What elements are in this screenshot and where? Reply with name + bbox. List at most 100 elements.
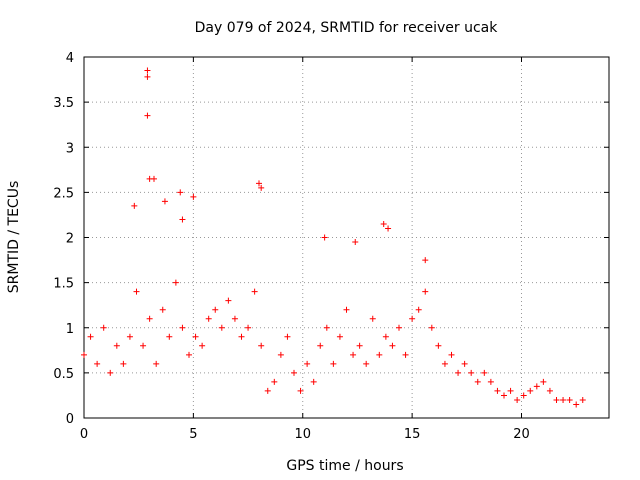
data-point xyxy=(455,369,462,376)
y-tick-label: 2 xyxy=(66,232,74,247)
data-point xyxy=(131,202,138,209)
x-tick-label: 15 xyxy=(404,427,421,442)
data-points xyxy=(81,67,586,408)
data-point xyxy=(487,378,494,385)
data-point xyxy=(144,73,151,80)
data-point xyxy=(140,342,147,349)
data-point xyxy=(107,369,114,376)
data-point xyxy=(422,257,429,264)
data-point xyxy=(159,306,166,313)
data-point xyxy=(133,288,140,295)
y-tick-label: 0.5 xyxy=(53,367,74,382)
data-point xyxy=(310,378,317,385)
data-point xyxy=(389,342,396,349)
data-point xyxy=(297,387,304,394)
data-point xyxy=(494,387,501,394)
y-tick-label: 0 xyxy=(66,412,74,427)
data-point xyxy=(205,315,212,322)
x-tick-label: 5 xyxy=(189,427,197,442)
data-point xyxy=(435,342,442,349)
data-point xyxy=(172,279,179,286)
y-axis-label: SRMTID / TECUs xyxy=(6,181,22,294)
data-point xyxy=(212,306,219,313)
data-point xyxy=(177,189,184,196)
data-point xyxy=(441,360,448,367)
data-point xyxy=(409,315,416,322)
data-point xyxy=(258,184,265,191)
data-point xyxy=(146,315,153,322)
data-point xyxy=(540,378,547,385)
data-point xyxy=(126,333,133,340)
x-tick-label: 0 xyxy=(80,427,88,442)
y-tick-label: 1 xyxy=(66,322,74,337)
data-point xyxy=(120,360,127,367)
data-point xyxy=(514,396,521,403)
data-point xyxy=(343,306,350,313)
data-point xyxy=(225,297,232,304)
data-point xyxy=(256,180,262,187)
data-point xyxy=(277,351,284,358)
data-point xyxy=(179,324,186,331)
x-tick-label: 10 xyxy=(294,427,311,442)
data-point xyxy=(527,387,534,394)
data-point xyxy=(336,333,343,340)
axis-ticks: 0 5 10 15 20 0 0.5 1 1.5 2 2.5 3 3.5 4 xyxy=(53,51,609,442)
data-point xyxy=(553,396,560,403)
y-tick-label: 2.5 xyxy=(53,186,74,201)
data-point xyxy=(166,333,173,340)
data-point xyxy=(382,333,389,340)
data-point xyxy=(144,67,151,74)
x-axis-label: GPS time / hours xyxy=(286,458,403,474)
data-point xyxy=(350,351,357,358)
data-point xyxy=(323,324,330,331)
data-point xyxy=(369,315,376,322)
data-point xyxy=(199,342,206,349)
data-point xyxy=(161,198,168,205)
data-point xyxy=(238,333,245,340)
data-point xyxy=(533,383,540,390)
data-point xyxy=(317,342,324,349)
data-point xyxy=(100,324,107,331)
data-point xyxy=(448,351,455,358)
data-point xyxy=(330,360,337,367)
y-tick-label: 1.5 xyxy=(53,277,74,292)
data-point xyxy=(304,360,311,367)
y-tick-label: 4 xyxy=(66,51,74,66)
data-point xyxy=(363,360,370,367)
data-point xyxy=(231,315,238,322)
data-point xyxy=(402,351,409,358)
data-point xyxy=(251,288,258,295)
data-point xyxy=(573,401,580,408)
data-point xyxy=(258,342,265,349)
data-point xyxy=(474,378,481,385)
data-point xyxy=(151,175,157,182)
data-point xyxy=(579,396,586,403)
data-point xyxy=(113,342,120,349)
data-point xyxy=(428,324,435,331)
data-point xyxy=(87,333,94,340)
data-point xyxy=(468,369,475,376)
data-point xyxy=(192,333,199,340)
data-point xyxy=(481,369,488,376)
data-point xyxy=(321,234,328,241)
data-point xyxy=(546,387,553,394)
data-point xyxy=(144,112,151,119)
data-point xyxy=(501,392,507,399)
data-point xyxy=(291,369,297,376)
data-point xyxy=(380,220,387,227)
data-point xyxy=(385,225,392,232)
data-point xyxy=(376,351,383,358)
x-tick-label: 20 xyxy=(513,427,530,442)
data-point xyxy=(560,396,567,403)
data-point xyxy=(245,324,252,331)
y-tick-label: 3.5 xyxy=(53,96,74,111)
data-point xyxy=(81,351,87,358)
data-point xyxy=(507,387,514,394)
grid-lines xyxy=(84,57,609,418)
data-point xyxy=(271,378,278,385)
data-point xyxy=(461,360,468,367)
data-point xyxy=(284,333,291,340)
data-point xyxy=(94,360,101,367)
